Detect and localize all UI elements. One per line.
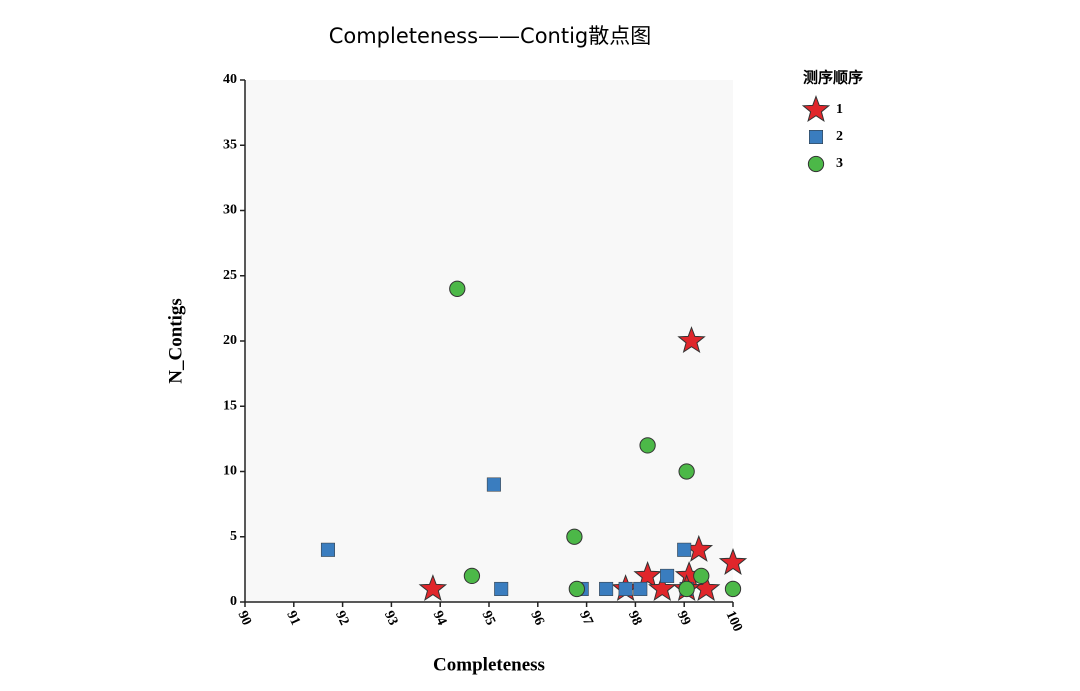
y-tick-label: 5: [230, 529, 237, 544]
square-marker: [660, 568, 675, 583]
star-marker: [633, 560, 662, 588]
y-tick-label: 25: [223, 268, 237, 283]
legend-marker: [807, 155, 825, 173]
star-marker: [718, 547, 748, 575]
x-tick-label: 98: [625, 609, 645, 628]
x-tick-label: 91: [283, 609, 303, 628]
x-tick-label: 93: [381, 609, 401, 628]
x-tick-label: 100: [722, 609, 744, 634]
y-tick-label: 0: [230, 594, 237, 609]
legend-title: 测序顺序: [803, 69, 863, 87]
x-tick-label: 96: [527, 609, 547, 628]
plot-area: [245, 80, 733, 602]
square-marker: [633, 581, 648, 596]
circle-marker: [566, 528, 583, 545]
square-marker: [618, 581, 633, 596]
legend-label: 3: [836, 156, 843, 171]
x-tick-label: 95: [478, 609, 498, 628]
x-tick-label: 92: [332, 609, 352, 628]
y-tick-label: 35: [223, 137, 237, 152]
square-marker: [494, 581, 509, 596]
circle-marker: [463, 567, 481, 585]
y-tick-label: 10: [223, 464, 237, 479]
legend-marker: [801, 95, 831, 123]
square-marker: [486, 477, 501, 492]
square-marker: [677, 542, 692, 557]
star-marker: [648, 574, 677, 602]
circle-marker: [449, 280, 466, 297]
x-tick-label: 99: [674, 609, 694, 628]
circle-marker: [568, 580, 585, 598]
square-marker: [320, 542, 335, 557]
circle-marker: [693, 567, 710, 585]
star-marker: [418, 574, 448, 602]
chart-title: Completeness——Contig散点图: [329, 24, 652, 48]
x-tick-label: 94: [430, 609, 450, 628]
square-marker: [599, 581, 614, 596]
x-axis-label: Completeness: [433, 654, 545, 675]
y-tick-label: 30: [223, 203, 237, 218]
legend-marker: [809, 130, 823, 144]
y-axis-label: N_Contigs: [165, 298, 186, 384]
circle-marker: [639, 437, 656, 454]
x-tick-label: 90: [234, 609, 254, 628]
legend-label: 1: [836, 102, 843, 117]
circle-marker: [724, 580, 742, 598]
y-tick-label: 20: [223, 333, 237, 348]
legend-label: 2: [836, 129, 843, 144]
circle-marker: [678, 463, 695, 480]
y-tick-label: 40: [223, 72, 237, 87]
circle-marker: [678, 580, 695, 598]
y-tick-label: 15: [223, 398, 237, 413]
x-tick-label: 97: [576, 609, 596, 628]
star-marker: [677, 326, 706, 354]
